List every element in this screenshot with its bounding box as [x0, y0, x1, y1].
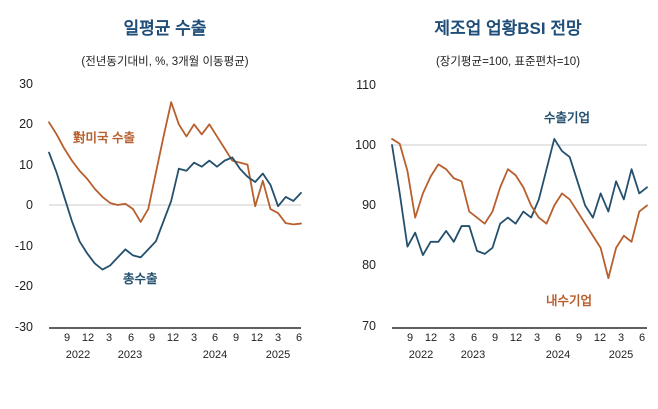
svg-text:6: 6: [555, 332, 561, 344]
svg-text:총수출: 총수출: [123, 271, 158, 286]
svg-text:3: 3: [618, 332, 624, 344]
svg-text:12: 12: [510, 332, 522, 344]
svg-text:9: 9: [64, 332, 70, 344]
svg-text:3: 3: [106, 332, 112, 344]
svg-text:9: 9: [576, 332, 582, 344]
svg-text:9: 9: [407, 332, 413, 344]
svg-text:6: 6: [471, 332, 477, 344]
svg-text:-10: -10: [15, 239, 33, 253]
svg-text:6: 6: [128, 332, 134, 344]
svg-text:2024: 2024: [203, 349, 227, 361]
svg-text:12: 12: [425, 332, 437, 344]
svg-text:(장기평균=100, 표준편차=10): (장기평균=100, 표준편차=10): [436, 55, 580, 68]
svg-text:2023: 2023: [461, 349, 485, 361]
svg-text:6: 6: [639, 332, 645, 344]
svg-text:80: 80: [362, 258, 376, 272]
svg-text:-30: -30: [15, 320, 33, 334]
svg-text:20: 20: [19, 117, 33, 131]
svg-text:2025: 2025: [609, 349, 633, 361]
svg-text:12: 12: [251, 332, 263, 344]
svg-text:9: 9: [149, 332, 155, 344]
svg-text:일평균 수출: 일평균 수출: [124, 19, 207, 38]
svg-text:(전년동기대비, %, 3개월 이동평균): (전년동기대비, %, 3개월 이동평균): [81, 55, 248, 68]
svg-text:0: 0: [26, 198, 33, 212]
svg-text:12: 12: [82, 332, 94, 344]
svg-text:2022: 2022: [66, 349, 90, 361]
svg-text:제조업 업황BSI 전망: 제조업 업황BSI 전망: [434, 19, 582, 38]
svg-text:12: 12: [167, 332, 179, 344]
svg-text:2023: 2023: [118, 349, 142, 361]
svg-text:수출기업: 수출기업: [544, 110, 590, 125]
svg-text:6: 6: [296, 332, 302, 344]
svg-text:30: 30: [19, 77, 33, 91]
svg-text:-20: -20: [15, 279, 33, 293]
svg-text:2025: 2025: [266, 349, 290, 361]
svg-text:2022: 2022: [409, 349, 433, 361]
svg-text:3: 3: [191, 332, 197, 344]
svg-text:3: 3: [449, 332, 455, 344]
svg-text:2024: 2024: [546, 349, 570, 361]
svg-text:내수기업: 내수기업: [546, 293, 592, 308]
svg-text:3: 3: [534, 332, 540, 344]
svg-text:3: 3: [275, 332, 281, 344]
svg-text:110: 110: [356, 78, 376, 92]
svg-text:對미국 수출: 對미국 수출: [73, 130, 135, 145]
svg-text:9: 9: [233, 332, 239, 344]
svg-text:90: 90: [362, 198, 376, 212]
svg-text:12: 12: [594, 332, 606, 344]
svg-text:9: 9: [492, 332, 498, 344]
svg-text:10: 10: [19, 158, 33, 172]
svg-text:70: 70: [362, 319, 376, 333]
svg-text:6: 6: [212, 332, 218, 344]
svg-text:100: 100: [355, 138, 376, 152]
